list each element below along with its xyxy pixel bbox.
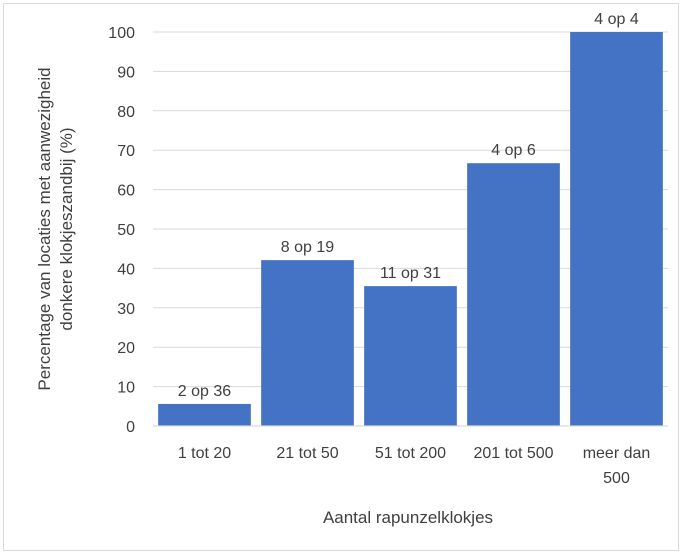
y-tick-label: 60 [117,183,135,200]
bar [261,260,354,426]
y-tick-label: 10 [117,380,135,397]
bar [467,163,560,426]
x-tick-label: 21 tot 50 [276,445,338,462]
y-tick-label: 80 [117,104,135,121]
bar [364,286,457,426]
y-tick-label: 20 [117,340,135,357]
y-tick-label: 70 [117,143,135,160]
x-tick-label: meer dan 500 [583,445,651,487]
y-tick-label: 40 [117,261,135,278]
data-label: 8 op 19 [281,239,334,256]
y-tick-label: 90 [117,64,135,81]
x-tick-label: 201 tot 500 [473,445,553,462]
x-tick-label: 1 tot 20 [178,445,231,462]
labels: 0 10 20 30 40 50 60 70 80 90 100 2 op 36 1 tot 20 8 o… [108,11,650,487]
y-tick-label: 0 [126,419,135,436]
data-label: 4 op 4 [594,11,639,28]
y-tick-label: 100 [108,25,135,42]
bar [158,403,251,426]
x-tick-label: 51 tot 200 [375,445,446,462]
data-label: 4 op 6 [491,142,536,159]
data-label: 11 op 31 [380,265,441,282]
y-tick-label: 50 [117,222,135,239]
y-tick-label: 30 [117,301,135,318]
data-label: 2 op 36 [178,383,231,400]
y-axis-title-line-2: donkere klokjeszandbij (%) [57,127,76,330]
y-axis-title-line-1: Percentage van locaties met aanwezigheid [35,67,54,390]
bar [570,32,663,426]
bars [158,32,663,426]
x-axis-title: Aantal rapunzelklokjes [323,508,493,527]
